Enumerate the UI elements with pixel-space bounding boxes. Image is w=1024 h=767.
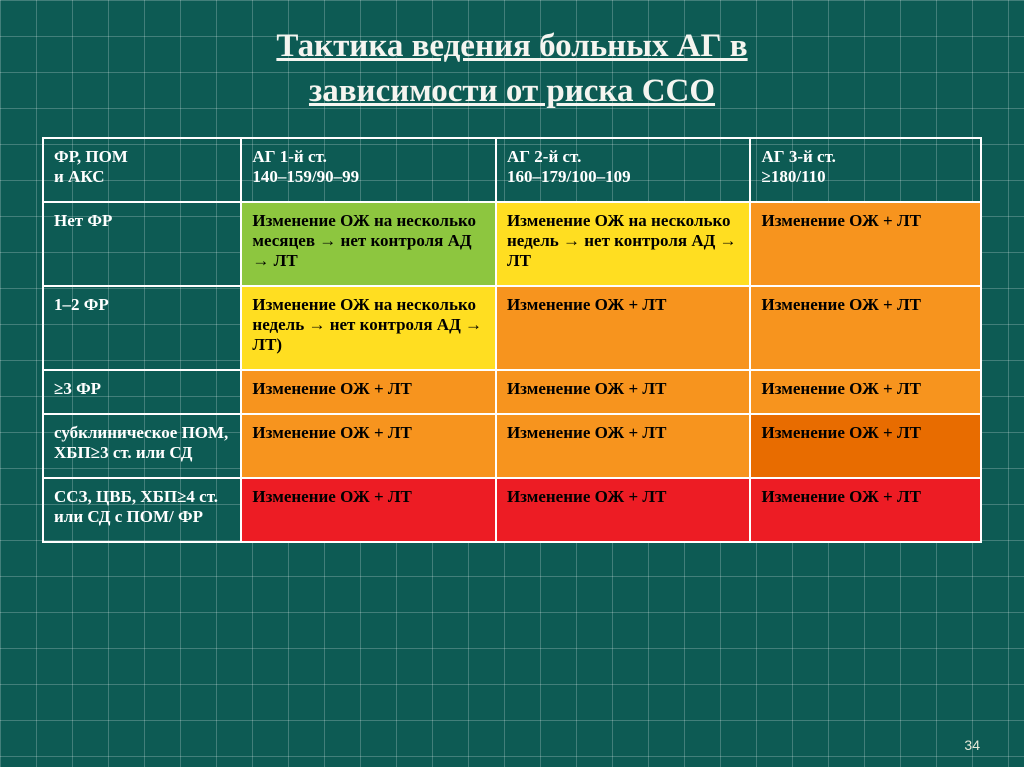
data-cell: Изменение ОЖ + ЛТ bbox=[750, 202, 981, 286]
row-label: ≥3 ФР bbox=[43, 370, 241, 414]
data-cell: Изменение ОЖ на несколько недель → нет к… bbox=[241, 286, 496, 370]
row-label: субклиническое ПОМ, ХБП≥3 ст. или СД bbox=[43, 414, 241, 478]
data-cell: Изменение ОЖ + ЛТ bbox=[496, 414, 751, 478]
data-cell: Изменение ОЖ + ЛТ bbox=[241, 478, 496, 542]
data-cell: Изменение ОЖ + ЛТ bbox=[241, 370, 496, 414]
table-row: Нет ФРИзменение ОЖ на несколько месяцев … bbox=[43, 202, 981, 286]
header-col-4: АГ 3-й ст. ≥180/110 bbox=[750, 138, 981, 202]
header-col-2: АГ 1-й ст. 140–159/90–99 bbox=[241, 138, 496, 202]
slide: Тактика ведения больных АГ в зависимости… bbox=[0, 0, 1024, 767]
header-col-1: ФР, ПОМ и АКС bbox=[43, 138, 241, 202]
data-cell: Изменение ОЖ + ЛТ bbox=[241, 414, 496, 478]
data-cell: Изменение ОЖ + ЛТ bbox=[750, 414, 981, 478]
table-row: 1–2 ФРИзменение ОЖ на несколько недель →… bbox=[43, 286, 981, 370]
table-row: ССЗ, ЦВБ, ХБП≥4 ст. или СД с ПОМ/ ФРИзме… bbox=[43, 478, 981, 542]
data-cell: Изменение ОЖ на несколько месяцев → нет … bbox=[241, 202, 496, 286]
row-label: ССЗ, ЦВБ, ХБП≥4 ст. или СД с ПОМ/ ФР bbox=[43, 478, 241, 542]
slide-title: Тактика ведения больных АГ в зависимости… bbox=[42, 24, 982, 113]
data-cell: Изменение ОЖ + ЛТ bbox=[496, 370, 751, 414]
table-row: субклиническое ПОМ, ХБП≥3 ст. или СДИзме… bbox=[43, 414, 981, 478]
table-row: ≥3 ФРИзменение ОЖ + ЛТИзменение ОЖ + ЛТИ… bbox=[43, 370, 981, 414]
header-col-3: АГ 2-й ст. 160–179/100–109 bbox=[496, 138, 751, 202]
page-number: 34 bbox=[964, 737, 980, 753]
title-line-1: Тактика ведения больных АГ в bbox=[276, 28, 747, 64]
title-line-2: зависимости от риска ССО bbox=[309, 73, 715, 109]
risk-table: ФР, ПОМ и АКС АГ 1-й ст. 140–159/90–99 А… bbox=[42, 137, 982, 543]
data-cell: Изменение ОЖ + ЛТ bbox=[496, 286, 751, 370]
row-label: Нет ФР bbox=[43, 202, 241, 286]
data-cell: Изменение ОЖ + ЛТ bbox=[496, 478, 751, 542]
data-cell: Изменение ОЖ + ЛТ bbox=[750, 370, 981, 414]
data-cell: Изменение ОЖ на несколько недель → нет к… bbox=[496, 202, 751, 286]
data-cell: Изменение ОЖ + ЛТ bbox=[750, 478, 981, 542]
table-header-row: ФР, ПОМ и АКС АГ 1-й ст. 140–159/90–99 А… bbox=[43, 138, 981, 202]
row-label: 1–2 ФР bbox=[43, 286, 241, 370]
data-cell: Изменение ОЖ + ЛТ bbox=[750, 286, 981, 370]
